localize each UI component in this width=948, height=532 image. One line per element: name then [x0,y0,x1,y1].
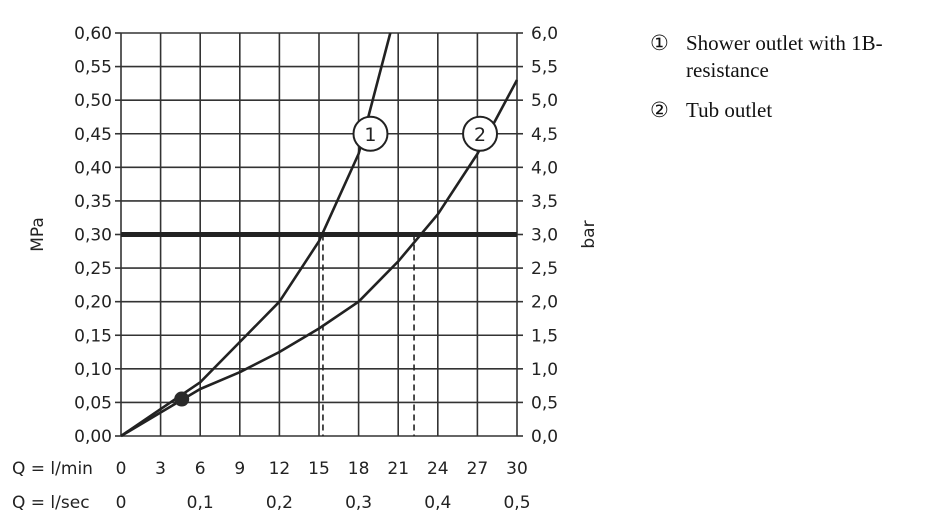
y-tick-label-left: 0,30 [74,226,112,246]
y-tick-label-right: 2,0 [531,293,558,313]
x-tick-label-row-2: 0 [116,493,127,513]
y-tick-label-left: 0,15 [74,326,112,346]
y-tick-label-left: 0,10 [74,360,112,380]
y-tick-label-left: 0,20 [74,293,112,313]
legend-item-2: ② Tub outlet [650,97,940,124]
legend: ① Shower outlet with 1B-resistance ② Tub… [650,30,940,137]
x-tick-label-row-2: 0,5 [503,493,530,513]
y-tick-label-right: 5,0 [531,91,558,111]
y-axis-title-right: bar [579,220,599,248]
x-tick-label-row-1: 9 [234,459,245,479]
y-tick-label-right: 1,5 [531,326,558,346]
x-tick-label-row-2: 0,1 [187,493,214,513]
y-tick-label-left: 0,55 [74,58,112,78]
y-tick-label-right: 3,5 [531,192,558,212]
x-tick-label-row-1: 0 [116,459,127,479]
y-tick-label-right: 1,0 [531,360,558,380]
x-tick-label-row-2: 0,2 [266,493,293,513]
x-tick-label-row-1: 27 [467,459,489,479]
x-tick-label-row-1: 15 [308,459,330,479]
x-tick-label-row-1: 18 [348,459,370,479]
legend-label-1: Shower outlet with 1B-resistance [686,31,883,82]
legend-label-2: Tub outlet [686,98,773,122]
x-tick-label-row-1: 24 [427,459,449,479]
y-tick-label-left: 0,40 [74,158,112,178]
y-tick-label-right: 2,5 [531,259,558,279]
legend-marker-1: ① [650,31,669,55]
y-tick-label-left: 0,00 [74,427,112,447]
y-tick-label-left: 0,05 [74,393,112,413]
axes: 0,000,050,100,150,200,250,300,350,400,45… [12,24,599,513]
series-1-marker-label: 1 [364,124,376,146]
y-tick-label-right: 0,5 [531,393,558,413]
marker-point [174,391,190,407]
y-tick-label-right: 4,0 [531,158,558,178]
y-axis-title-left: MPa [28,217,48,252]
x-axis-row-title-2: Q = l/sec [12,493,90,513]
y-tick-label-left: 0,25 [74,259,112,279]
y-tick-label-left: 0,50 [74,91,112,111]
y-tick-label-left: 0,35 [74,192,112,212]
x-tick-label-row-2: 0,3 [345,493,372,513]
y-tick-label-right: 5,5 [531,58,558,78]
x-tick-label-row-1: 21 [387,459,409,479]
legend-marker-2: ② [650,98,669,122]
y-tick-label-right: 6,0 [531,24,558,44]
y-tick-label-right: 0,0 [531,427,558,447]
x-tick-label-row-1: 12 [269,459,291,479]
series-1-line [120,32,392,438]
y-tick-label-left: 0,45 [74,125,112,145]
y-tick-label-right: 3,0 [531,226,558,246]
reference-lines [121,232,517,436]
series-1-marker-circle [352,115,389,152]
x-tick-label-row-1: 6 [195,459,206,479]
y-tick-label-right: 4,5 [531,125,558,145]
series-2-marker-label: 2 [474,124,486,146]
x-axis-row-title-1: Q = l/min [12,459,93,479]
series-2-marker-circle [462,115,499,152]
x-tick-label-row-2: 0,4 [424,493,451,513]
y-tick-label-left: 0,60 [74,24,112,44]
legend-item-1: ① Shower outlet with 1B-resistance [650,30,940,84]
x-tick-label-row-1: 30 [506,459,528,479]
x-tick-label-row-1: 3 [155,459,166,479]
